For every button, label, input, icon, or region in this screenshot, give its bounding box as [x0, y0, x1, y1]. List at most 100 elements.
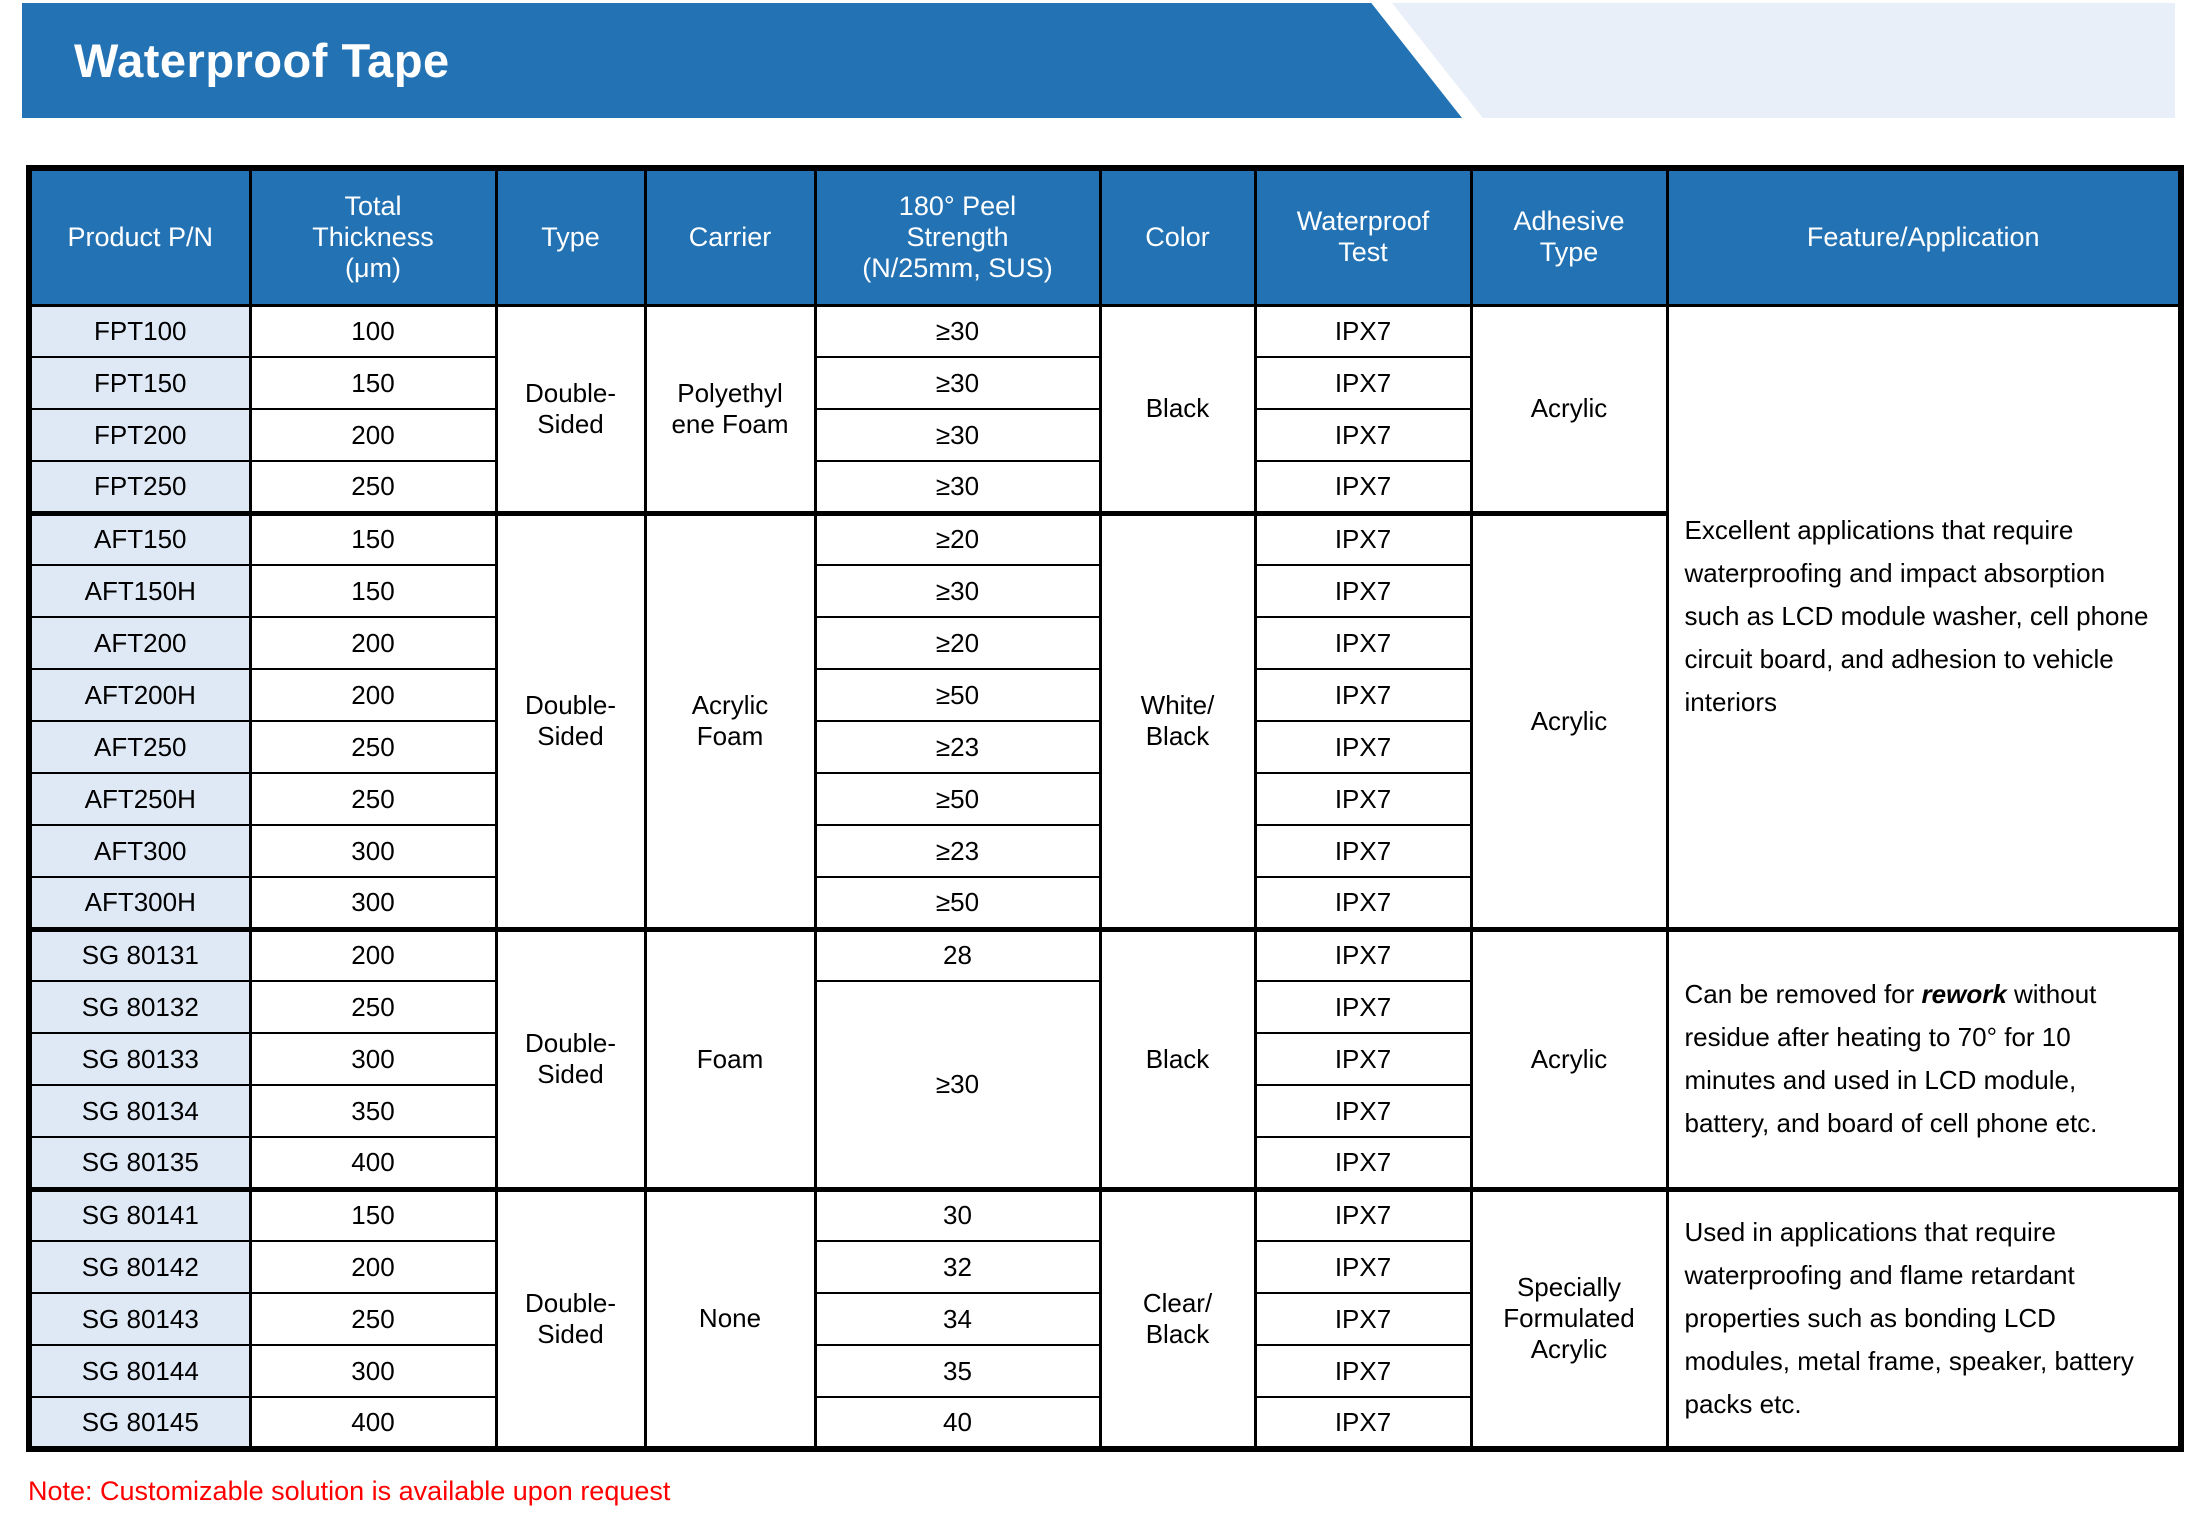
table-row: SG 80145 400 40 IPX7: [27, 1396, 2181, 1450]
table-row: AFT250 250 ≥23 IPX7: [27, 720, 2181, 774]
table-row: SG 80134 350 IPX7: [27, 1084, 2181, 1138]
cell-thickness: 300: [248, 1344, 498, 1398]
cell-test: IPX7: [1253, 1292, 1473, 1346]
cell-test: IPX7: [1253, 616, 1473, 670]
cell-product-pn: SG 80141: [27, 1186, 252, 1242]
cell-feature: Can be removed for rework without residu…: [1665, 926, 2183, 1190]
cell-feature: Used in applications that require waterp…: [1665, 1186, 2183, 1450]
table-row: SG 80141 150 Double- Sided None 30 Clear…: [27, 1186, 2183, 1450]
cell-test: IPX7: [1253, 460, 1473, 514]
cell-peel: 35: [813, 1344, 1102, 1398]
cell-test: IPX7: [1253, 1136, 1473, 1190]
customization-note: Note: Customizable solution is available…: [28, 1476, 671, 1506]
cell-type: Double- Sided: [494, 926, 647, 1190]
cell-test: IPX7: [1253, 510, 1473, 566]
cell-product-pn: FPT250: [27, 460, 252, 514]
table-row: SG 80135 400 IPX7: [27, 1136, 2181, 1190]
table-row: SG 80132 250 ≥30 IPX7: [27, 980, 2181, 1190]
cell-test: IPX7: [1253, 1396, 1473, 1450]
cell-product-pn: AFT300H: [27, 876, 252, 930]
cell-test: IPX7: [1253, 720, 1473, 774]
cell-peel: ≥30: [813, 408, 1102, 462]
table-row: AFT150H 150 ≥30 IPX7: [27, 564, 2181, 618]
cell-adhesive: Acrylic: [1469, 510, 1669, 930]
cell-product-pn: AFT250H: [27, 772, 252, 826]
cell-adhesive: Acrylic: [1469, 304, 1669, 514]
cell-peel: 32: [813, 1240, 1102, 1294]
table-row: FPT100 100 Double- Sided Polyethyl ene F…: [27, 304, 2183, 930]
cell-product-pn: SG 80144: [27, 1344, 252, 1398]
cell-type: Double- Sided: [494, 510, 647, 930]
table-row: SG 80143 250 34 IPX7: [27, 1292, 2181, 1346]
cell-product-pn: SG 80143: [27, 1292, 252, 1346]
table-row: FPT200 200 ≥30 IPX7: [27, 408, 2181, 462]
cell-test: IPX7: [1253, 668, 1473, 722]
cell-peel: ≥50: [813, 772, 1102, 826]
col-header-adhesive-type: Adhesive Type: [1469, 167, 1669, 307]
cell-thickness: 150: [248, 564, 498, 618]
cell-thickness: 400: [248, 1136, 498, 1190]
waterproof-tape-table: Product P/N Total Thickness (μm) Type Ca…: [26, 165, 2184, 1452]
cell-test: IPX7: [1253, 1344, 1473, 1398]
cell-test: IPX7: [1253, 1240, 1473, 1294]
cell-thickness: 100: [248, 304, 498, 358]
cell-product-pn: SG 80133: [27, 1032, 252, 1086]
cell-product-pn: SG 80135: [27, 1136, 252, 1190]
banner-accent-shape: [1392, 3, 2175, 118]
cell-thickness: 200: [248, 1240, 498, 1294]
page-title: Waterproof Tape: [74, 34, 450, 87]
cell-peel-merged: ≥30: [813, 980, 1102, 1190]
cell-peel: ≥23: [813, 720, 1102, 774]
cell-carrier: None: [643, 1186, 817, 1450]
cell-thickness: 250: [248, 772, 498, 826]
cell-peel: ≥23: [813, 824, 1102, 878]
cell-thickness: 150: [248, 356, 498, 410]
cell-peel: ≥30: [813, 304, 1102, 358]
cell-peel: ≥30: [813, 564, 1102, 618]
cell-test: IPX7: [1253, 824, 1473, 878]
cell-test: IPX7: [1253, 980, 1473, 1034]
cell-test: IPX7: [1253, 1032, 1473, 1086]
cell-product-pn: AFT200H: [27, 668, 252, 722]
cell-adhesive: Acrylic: [1469, 926, 1669, 1190]
cell-test: IPX7: [1253, 564, 1473, 618]
cell-thickness: 250: [248, 460, 498, 514]
table-row: AFT200H 200 ≥50 IPX7: [27, 668, 2181, 722]
cell-peel: ≥30: [813, 460, 1102, 514]
cell-peel: 34: [813, 1292, 1102, 1346]
cell-carrier: Acrylic Foam: [643, 510, 817, 930]
cell-thickness: 200: [248, 668, 498, 722]
cell-product-pn: AFT150: [27, 510, 252, 566]
table-row: AFT250H 250 ≥50 IPX7: [27, 772, 2181, 826]
title-banner: Waterproof Tape: [22, 3, 1462, 118]
table-row: SG 80131 200 Double- Sided Foam 28 Black…: [27, 926, 2183, 1190]
feature-text-prefix: Can be removed for: [1684, 979, 1922, 1009]
cell-peel: ≥30: [813, 356, 1102, 410]
cell-feature: Excellent applications that require wate…: [1665, 304, 2183, 930]
col-header-type: Type: [494, 167, 647, 307]
cell-product-pn: SG 80142: [27, 1240, 252, 1294]
col-header-carrier: Carrier: [643, 167, 817, 307]
cell-test: IPX7: [1253, 1186, 1473, 1242]
cell-color: Clear/ Black: [1098, 1186, 1257, 1450]
cell-color: Black: [1098, 926, 1257, 1190]
cell-test: IPX7: [1253, 356, 1473, 410]
table-row: FPT150 150 ≥30 IPX7: [27, 356, 2181, 410]
header-row: Product P/N Total Thickness (μm) Type Ca…: [27, 167, 2183, 307]
cell-thickness: 200: [248, 926, 498, 982]
cell-carrier: Polyethyl ene Foam: [643, 304, 817, 514]
cell-product-pn: AFT200: [27, 616, 252, 670]
cell-type: Double- Sided: [494, 304, 647, 514]
cell-peel: 30: [813, 1186, 1102, 1242]
cell-thickness: 300: [248, 1032, 498, 1086]
cell-thickness: 250: [248, 1292, 498, 1346]
cell-peel: 40: [813, 1396, 1102, 1450]
cell-color: Black: [1098, 304, 1257, 514]
cell-thickness: 350: [248, 1084, 498, 1138]
cell-product-pn: FPT150: [27, 356, 252, 410]
cell-product-pn: SG 80132: [27, 980, 252, 1034]
cell-product-pn: AFT150H: [27, 564, 252, 618]
cell-adhesive: Specially Formulated Acrylic: [1469, 1186, 1669, 1450]
cell-thickness: 400: [248, 1396, 498, 1450]
